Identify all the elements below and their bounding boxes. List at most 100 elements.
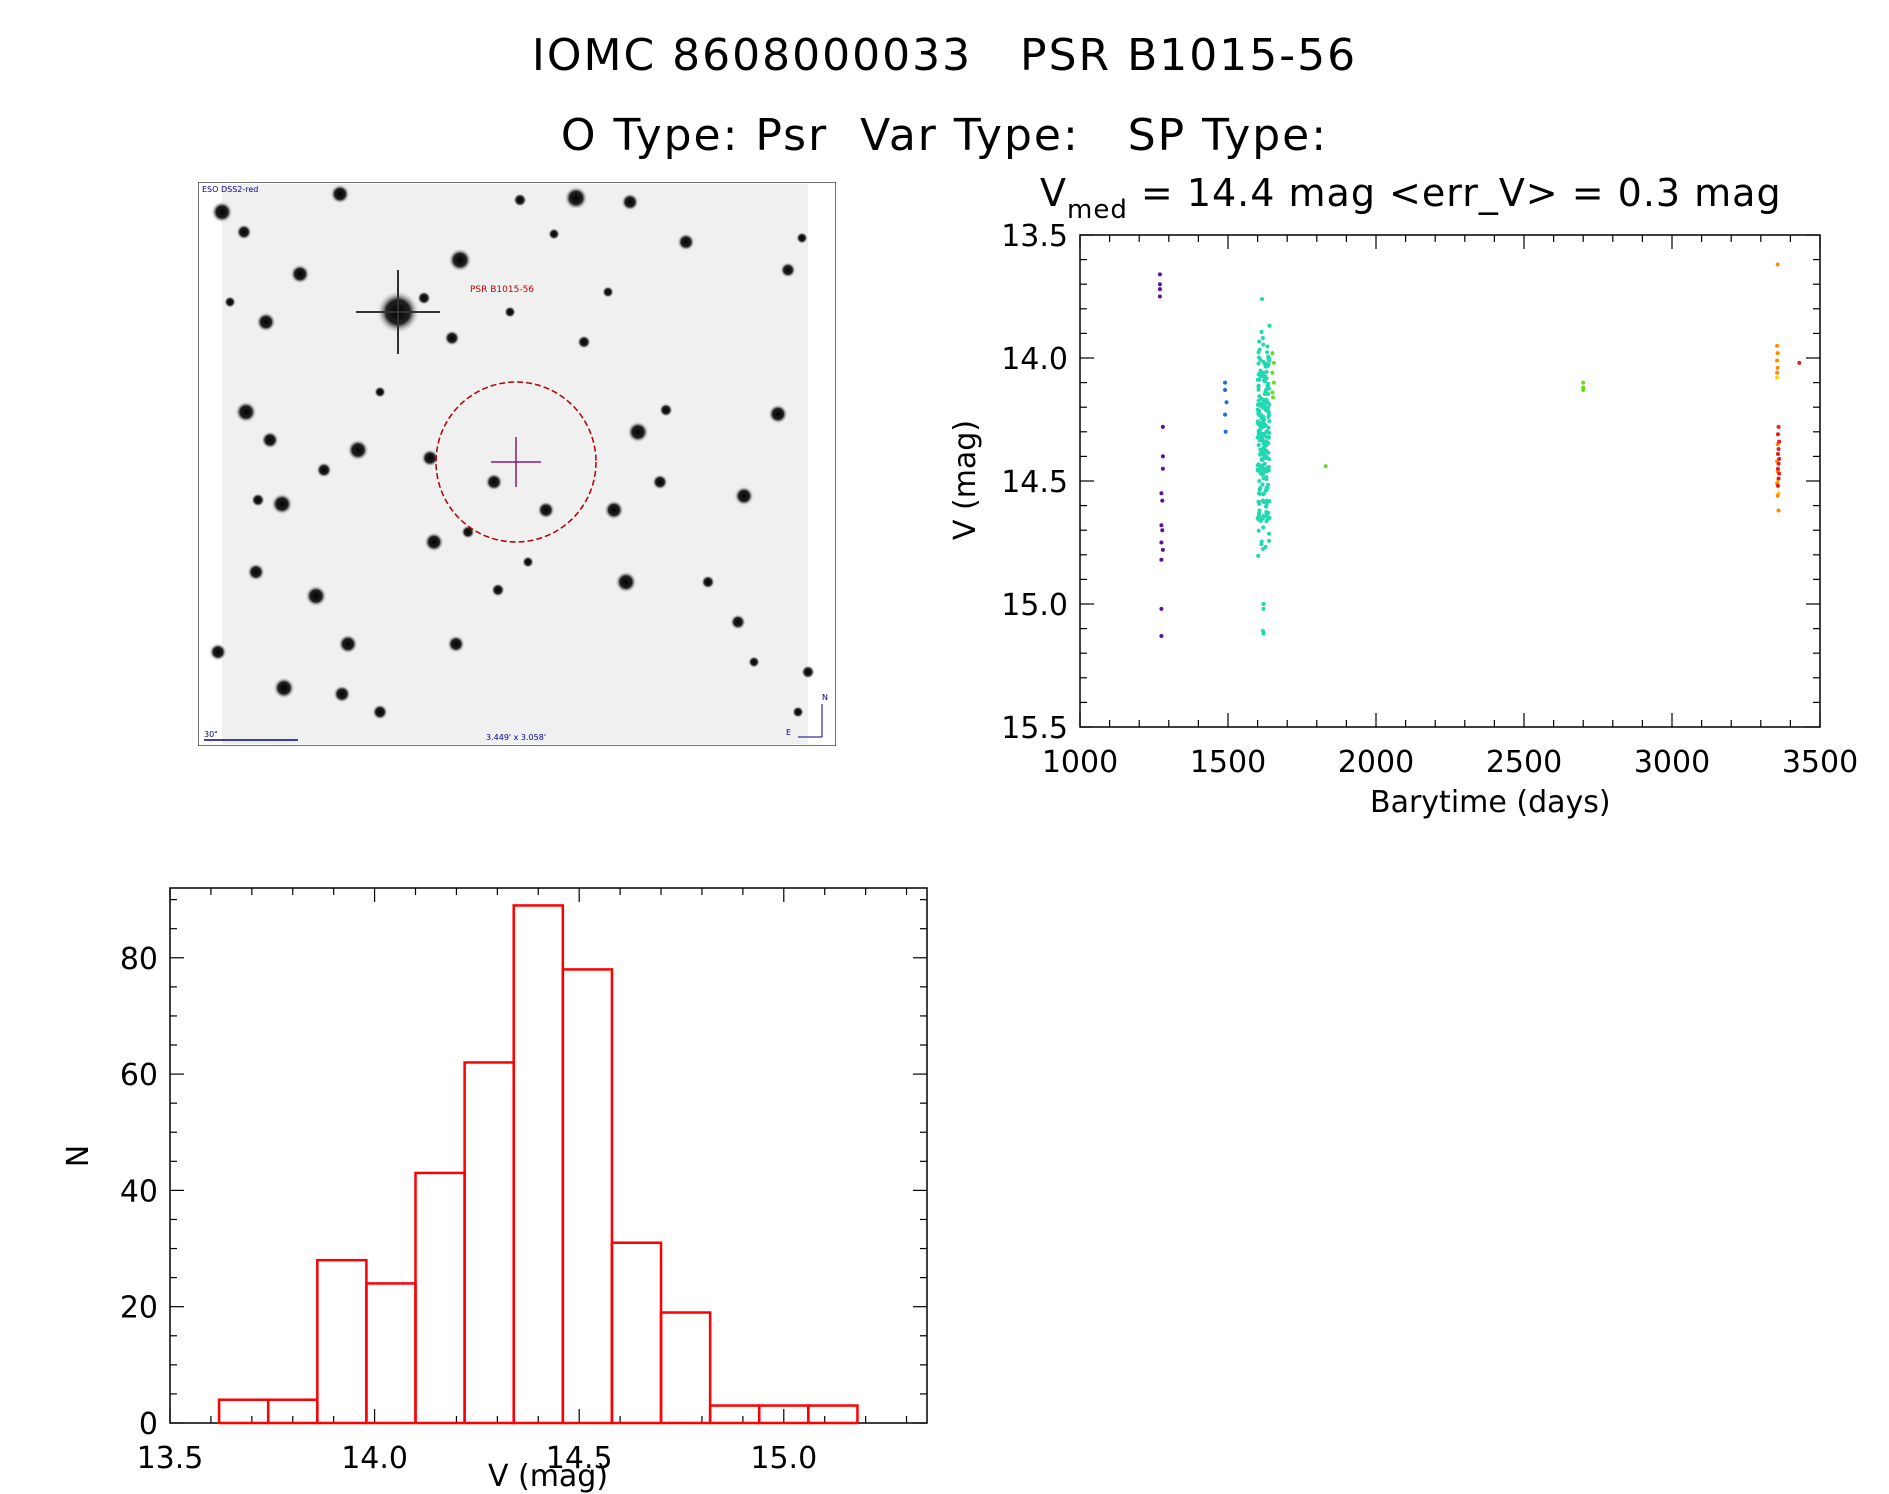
lc-x-tick-label: 2500 xyxy=(1486,745,1562,780)
hist-x-tick-label: 14.0 xyxy=(341,1441,408,1476)
lc-data-point xyxy=(1258,374,1263,379)
lc-data-point xyxy=(1256,553,1261,558)
lc-data-point xyxy=(1265,344,1270,349)
field-star xyxy=(748,656,760,668)
field-star xyxy=(235,401,257,423)
lc-data-point xyxy=(1255,377,1260,382)
lc-x-tick-label: 1000 xyxy=(1042,745,1118,780)
lc-data-point xyxy=(1775,370,1780,375)
lc-data-point xyxy=(1776,424,1781,429)
lc-data-point xyxy=(1261,602,1266,606)
lc-data-point xyxy=(1264,387,1269,392)
lc-data-point xyxy=(1262,450,1267,455)
lc-data-point xyxy=(1262,491,1267,496)
lc-data-point xyxy=(1266,516,1271,521)
field-star xyxy=(271,493,293,515)
lc-data-point xyxy=(1271,360,1276,365)
lc-data-point xyxy=(1266,425,1271,430)
lc-data-point xyxy=(1266,450,1271,455)
lc-data-point xyxy=(1261,525,1266,530)
lc-data-point xyxy=(1264,364,1269,369)
lc-data-point xyxy=(1263,544,1268,549)
lc-data-point xyxy=(1256,384,1261,389)
hist-bar xyxy=(217,1398,270,1425)
lc-data-point xyxy=(1257,429,1262,434)
lc-data-point xyxy=(1263,390,1268,395)
object-label: PSR B1015-56 xyxy=(470,285,534,295)
field-star xyxy=(602,286,614,298)
hist-y-axis-label: N xyxy=(61,1145,96,1167)
lc-data-point xyxy=(1258,403,1263,408)
lc-data-point xyxy=(1260,458,1265,463)
lc-data-point xyxy=(1775,375,1780,380)
field-star xyxy=(564,186,588,210)
field-star xyxy=(621,193,639,211)
field-star xyxy=(247,563,265,581)
lc-data-point xyxy=(1775,451,1780,456)
search-circle xyxy=(435,381,597,543)
field-star xyxy=(333,685,351,703)
lc-data-point xyxy=(1266,414,1271,419)
lc-data-point xyxy=(1257,501,1262,506)
field-star xyxy=(209,643,227,661)
lc-data-point xyxy=(1223,412,1228,417)
lc-data-point xyxy=(1256,398,1261,403)
lc-data-point xyxy=(1255,468,1260,473)
lc-data-point xyxy=(1261,468,1266,473)
north-label: N xyxy=(822,693,828,702)
lc-plot-frame xyxy=(1079,234,1821,728)
lc-data-point xyxy=(1270,370,1275,375)
hist-y-tick-label: 0 xyxy=(139,1407,158,1442)
lc-data-point xyxy=(1264,477,1269,482)
hist-bar xyxy=(463,1061,515,1425)
lc-data-point xyxy=(1260,425,1265,430)
hist-bar xyxy=(807,1404,859,1425)
lc-data-point xyxy=(1224,400,1229,405)
field-star xyxy=(504,306,516,318)
lc-data-point xyxy=(1160,498,1165,503)
lc-title-rest: = 14.4 mag <err_V> = 0.3 mag xyxy=(1128,171,1782,215)
lc-data-point xyxy=(1265,383,1270,388)
hist-y-tick-label: 60 xyxy=(120,1058,158,1093)
lc-data-point xyxy=(1270,395,1275,400)
lc-data-point xyxy=(1267,499,1272,504)
field-stars xyxy=(209,184,815,720)
lc-data-point xyxy=(1776,508,1781,513)
field-star xyxy=(627,421,649,443)
field-star xyxy=(780,262,796,278)
lc-data-point xyxy=(1258,452,1263,457)
lc-data-point xyxy=(1260,296,1265,301)
field-star xyxy=(330,184,350,204)
field-star xyxy=(513,193,527,207)
lc-data-point xyxy=(1775,351,1780,356)
light-curve-chart: Vmed = 14.4 mag <err_V> = 0.3 mag 1000 15… xyxy=(948,171,1858,820)
field-star xyxy=(421,449,439,467)
hist-bar xyxy=(512,904,565,1425)
lc-data-point xyxy=(1776,476,1781,481)
lc-y-tick-label: 15.5 xyxy=(1001,711,1068,746)
field-star xyxy=(522,556,534,568)
lc-data-point xyxy=(1775,365,1780,370)
lc-x-axis-label: Barytime (days) xyxy=(1370,785,1611,820)
lc-data-point xyxy=(1581,387,1586,392)
lc-data-point xyxy=(1160,466,1165,471)
lc-data-point xyxy=(1256,387,1261,392)
lc-data-point xyxy=(1223,429,1228,434)
lc-data-point xyxy=(1159,633,1164,638)
field-star xyxy=(548,228,560,240)
lc-data-point xyxy=(1258,368,1263,373)
field-star xyxy=(768,404,788,424)
lc-data-point xyxy=(1270,351,1275,356)
field-star xyxy=(604,500,624,520)
lc-data-point xyxy=(1775,343,1780,348)
field-star xyxy=(537,501,555,519)
field-star xyxy=(305,585,327,607)
field-star xyxy=(734,486,754,506)
hist-x-tick-label: 15.0 xyxy=(750,1441,817,1476)
field-star xyxy=(444,330,460,346)
lc-data-point xyxy=(1265,408,1270,413)
lc-data-point xyxy=(1775,358,1780,363)
lc-data-point xyxy=(1255,419,1260,424)
lc-data-point xyxy=(1264,435,1269,440)
field-star xyxy=(236,224,252,240)
